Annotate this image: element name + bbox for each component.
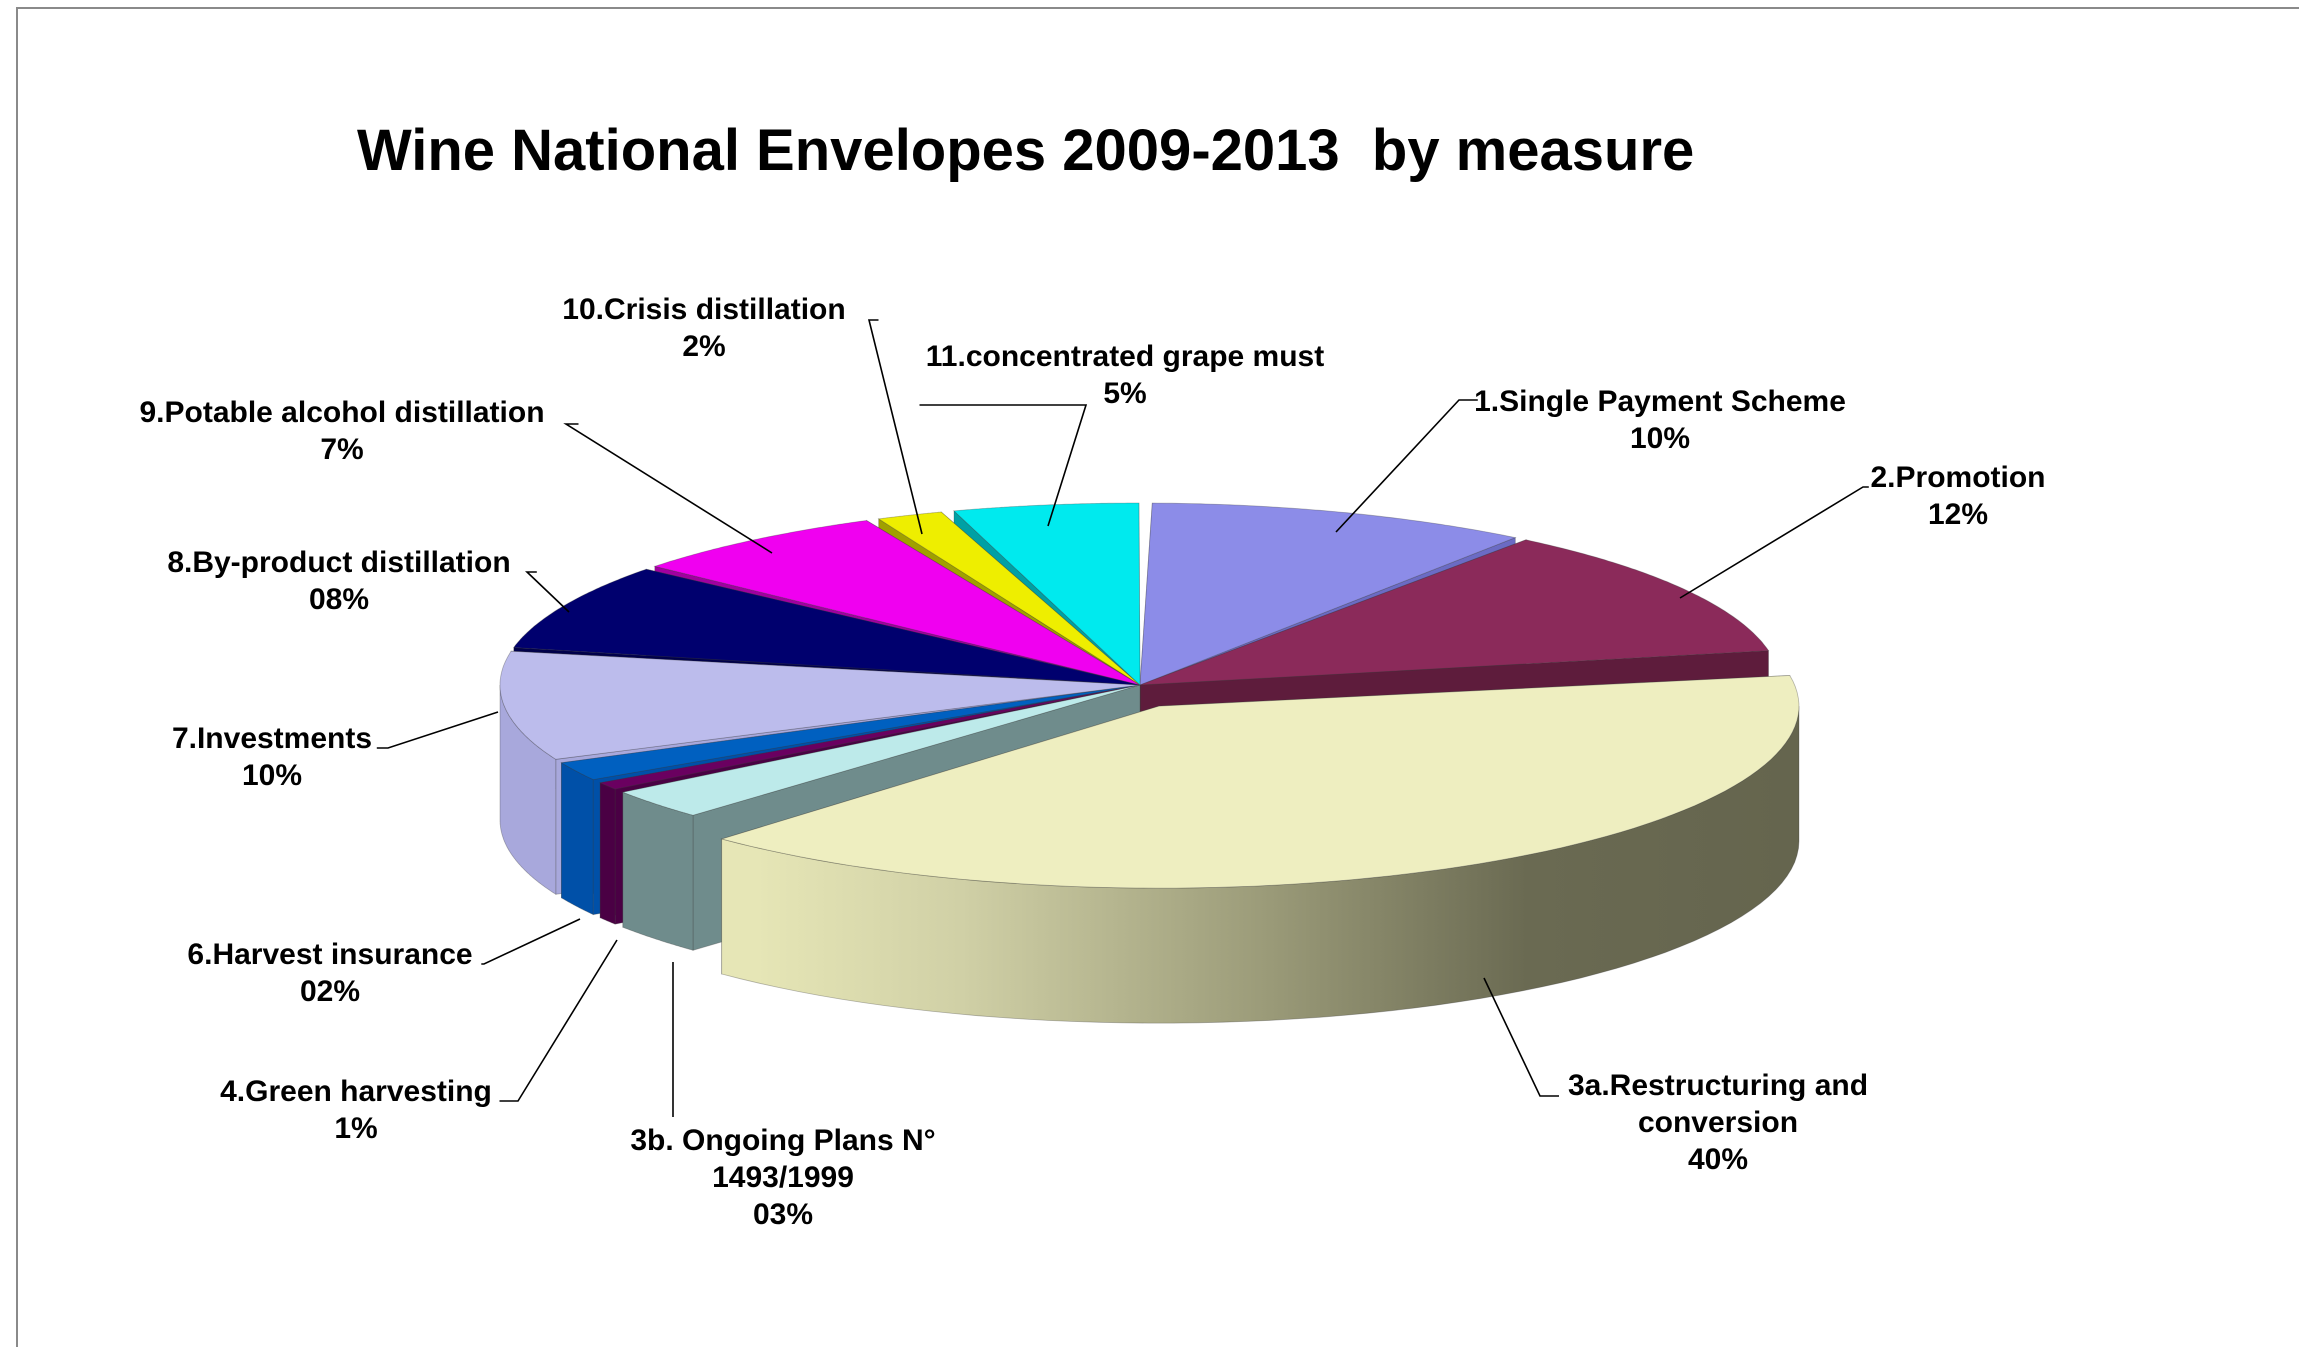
leader-line-10 <box>867 319 923 535</box>
slice-label-9: 9.Potable alcohol distillation 7% <box>139 396 544 466</box>
slice-label-1-percent: 10% <box>1630 422 1690 455</box>
slice-3-top <box>720 675 1800 889</box>
slice-3-outer-wall <box>721 706 1800 1024</box>
slice-label-8-name: 8.By-product distillation <box>167 546 510 579</box>
slice-label-7-percent: 10% <box>242 759 302 792</box>
slice-label-6-percent: 02% <box>300 975 360 1008</box>
slice-label-1-name: 1.Single Payment Scheme <box>1474 385 1846 418</box>
slice-5-top <box>598 684 1141 790</box>
slice-7-top <box>499 650 1141 760</box>
slice-label-3: 3a.Restructuring and conversion 40% <box>1568 1069 1868 1176</box>
slice-label-4: 3b. Ongoing Plans N° 1493/1999 03% <box>630 1124 935 1231</box>
slice-label-10: 10.Crisis distillation 2% <box>562 293 845 363</box>
slice-label-7-name: 7.Investments <box>172 722 372 755</box>
slice-label-2: 2.Promotion 12% <box>1870 461 2045 531</box>
leader-line-6 <box>481 918 581 965</box>
slice-label-2-percent: 12% <box>1928 498 1988 531</box>
slice-label-6-name: 6.Harvest insurance <box>187 938 472 971</box>
slice-label-3-percent: 40% <box>1688 1143 1748 1176</box>
slice-4-outer-wall <box>622 791 694 951</box>
slice-label-9-name: 9.Potable alcohol distillation <box>139 396 544 429</box>
slice-6-outer-wall <box>561 762 594 916</box>
leader-line-9 <box>563 423 773 554</box>
slice-label-8-percent: 08% <box>309 583 369 616</box>
slice-label-3-name: conversion <box>1638 1106 1798 1139</box>
slice-label-4-name: 3b. Ongoing Plans N° <box>630 1124 935 1157</box>
slice-5-outer-wall <box>599 782 616 925</box>
slice-label-1: 1.Single Payment Scheme 10% <box>1474 385 1846 455</box>
leader-line-8 <box>525 571 570 613</box>
slice-label-3-name: 3a.Restructuring and <box>1568 1069 1868 1102</box>
slice-label-9-percent: 7% <box>320 433 363 466</box>
leader-lines <box>376 319 1869 1117</box>
slice-label-8: 8.By-product distillation 08% <box>167 546 510 616</box>
slice-label-6: 6.Harvest insurance 02% <box>187 938 472 1008</box>
slice-labels: 1.Single Payment Scheme 10% 2.Promotion 12%… <box>139 293 2045 1231</box>
leader-line-2 <box>1679 486 1869 599</box>
slice-1-top <box>1139 502 1517 686</box>
pie-tops <box>499 502 1800 889</box>
slice-11-top <box>953 502 1141 686</box>
slice-label-5-percent: 1% <box>334 1112 377 1145</box>
slice-label-7: 7.Investments 10% <box>172 722 372 792</box>
slice-label-5-name: 4.Green harvesting <box>220 1075 492 1108</box>
slice-6-top <box>560 684 1141 781</box>
slice-label-11-name: 11.concentrated grape must <box>926 340 1324 373</box>
chart-title: Wine National Envelopes 2009-2013 by mea… <box>357 118 1694 183</box>
slice-label-4-percent: 03% <box>753 1198 813 1231</box>
slice-label-11: 11.concentrated grape must 5% <box>926 340 1324 410</box>
leader-line-5 <box>499 939 618 1102</box>
slice-label-10-percent: 2% <box>682 330 725 363</box>
slice-4-top <box>621 684 1141 816</box>
slice-label-10-name: 10.Crisis distillation <box>562 293 845 326</box>
slice-2-top <box>1139 539 1770 686</box>
slice-label-4-name: 1493/1999 <box>712 1161 854 1194</box>
slice-label-11-percent: 5% <box>1103 377 1146 410</box>
leader-line-11 <box>919 404 1088 527</box>
slice-label-2-name: 2.Promotion <box>1870 461 2045 494</box>
leader-line-7 <box>376 711 499 749</box>
leader-line-1 <box>1335 399 1478 533</box>
leader-line-3 <box>1483 977 1559 1097</box>
slice-10-top <box>877 511 1141 686</box>
slice-label-5: 4.Green harvesting 1% <box>220 1075 492 1145</box>
